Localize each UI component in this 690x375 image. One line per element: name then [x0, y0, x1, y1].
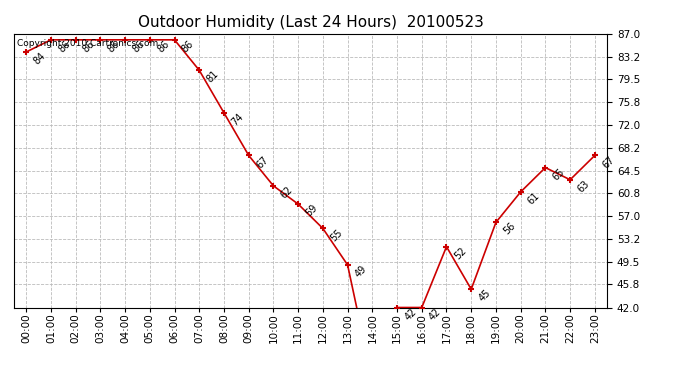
Text: 49: 49 [353, 264, 369, 279]
Text: 86: 86 [130, 39, 146, 54]
Text: 86: 86 [180, 39, 196, 54]
Text: 65: 65 [551, 166, 566, 182]
Text: 81: 81 [205, 69, 221, 85]
Text: Copyright 2010 Cartronics.com: Copyright 2010 Cartronics.com [17, 39, 158, 48]
Text: 52: 52 [452, 245, 468, 261]
Title: Outdoor Humidity (Last 24 Hours)  20100523: Outdoor Humidity (Last 24 Hours) 2010052… [137, 15, 484, 30]
Text: 61: 61 [526, 190, 542, 206]
Text: 86: 86 [81, 39, 97, 54]
Text: 86: 86 [106, 39, 121, 54]
Text: 67: 67 [254, 154, 270, 170]
Text: 55: 55 [328, 227, 344, 243]
Text: 56: 56 [502, 221, 518, 237]
Text: 62: 62 [279, 184, 295, 200]
Text: 84: 84 [32, 51, 48, 66]
Text: 42: 42 [402, 306, 418, 322]
Text: 45: 45 [477, 288, 493, 304]
Text: 59: 59 [304, 203, 319, 219]
Text: 30: 30 [0, 374, 1, 375]
Text: 67: 67 [600, 154, 616, 170]
Text: 74: 74 [230, 111, 246, 128]
Text: 86: 86 [57, 39, 72, 54]
Text: 86: 86 [155, 39, 171, 54]
Text: 42: 42 [427, 306, 443, 322]
Text: 63: 63 [575, 178, 591, 194]
